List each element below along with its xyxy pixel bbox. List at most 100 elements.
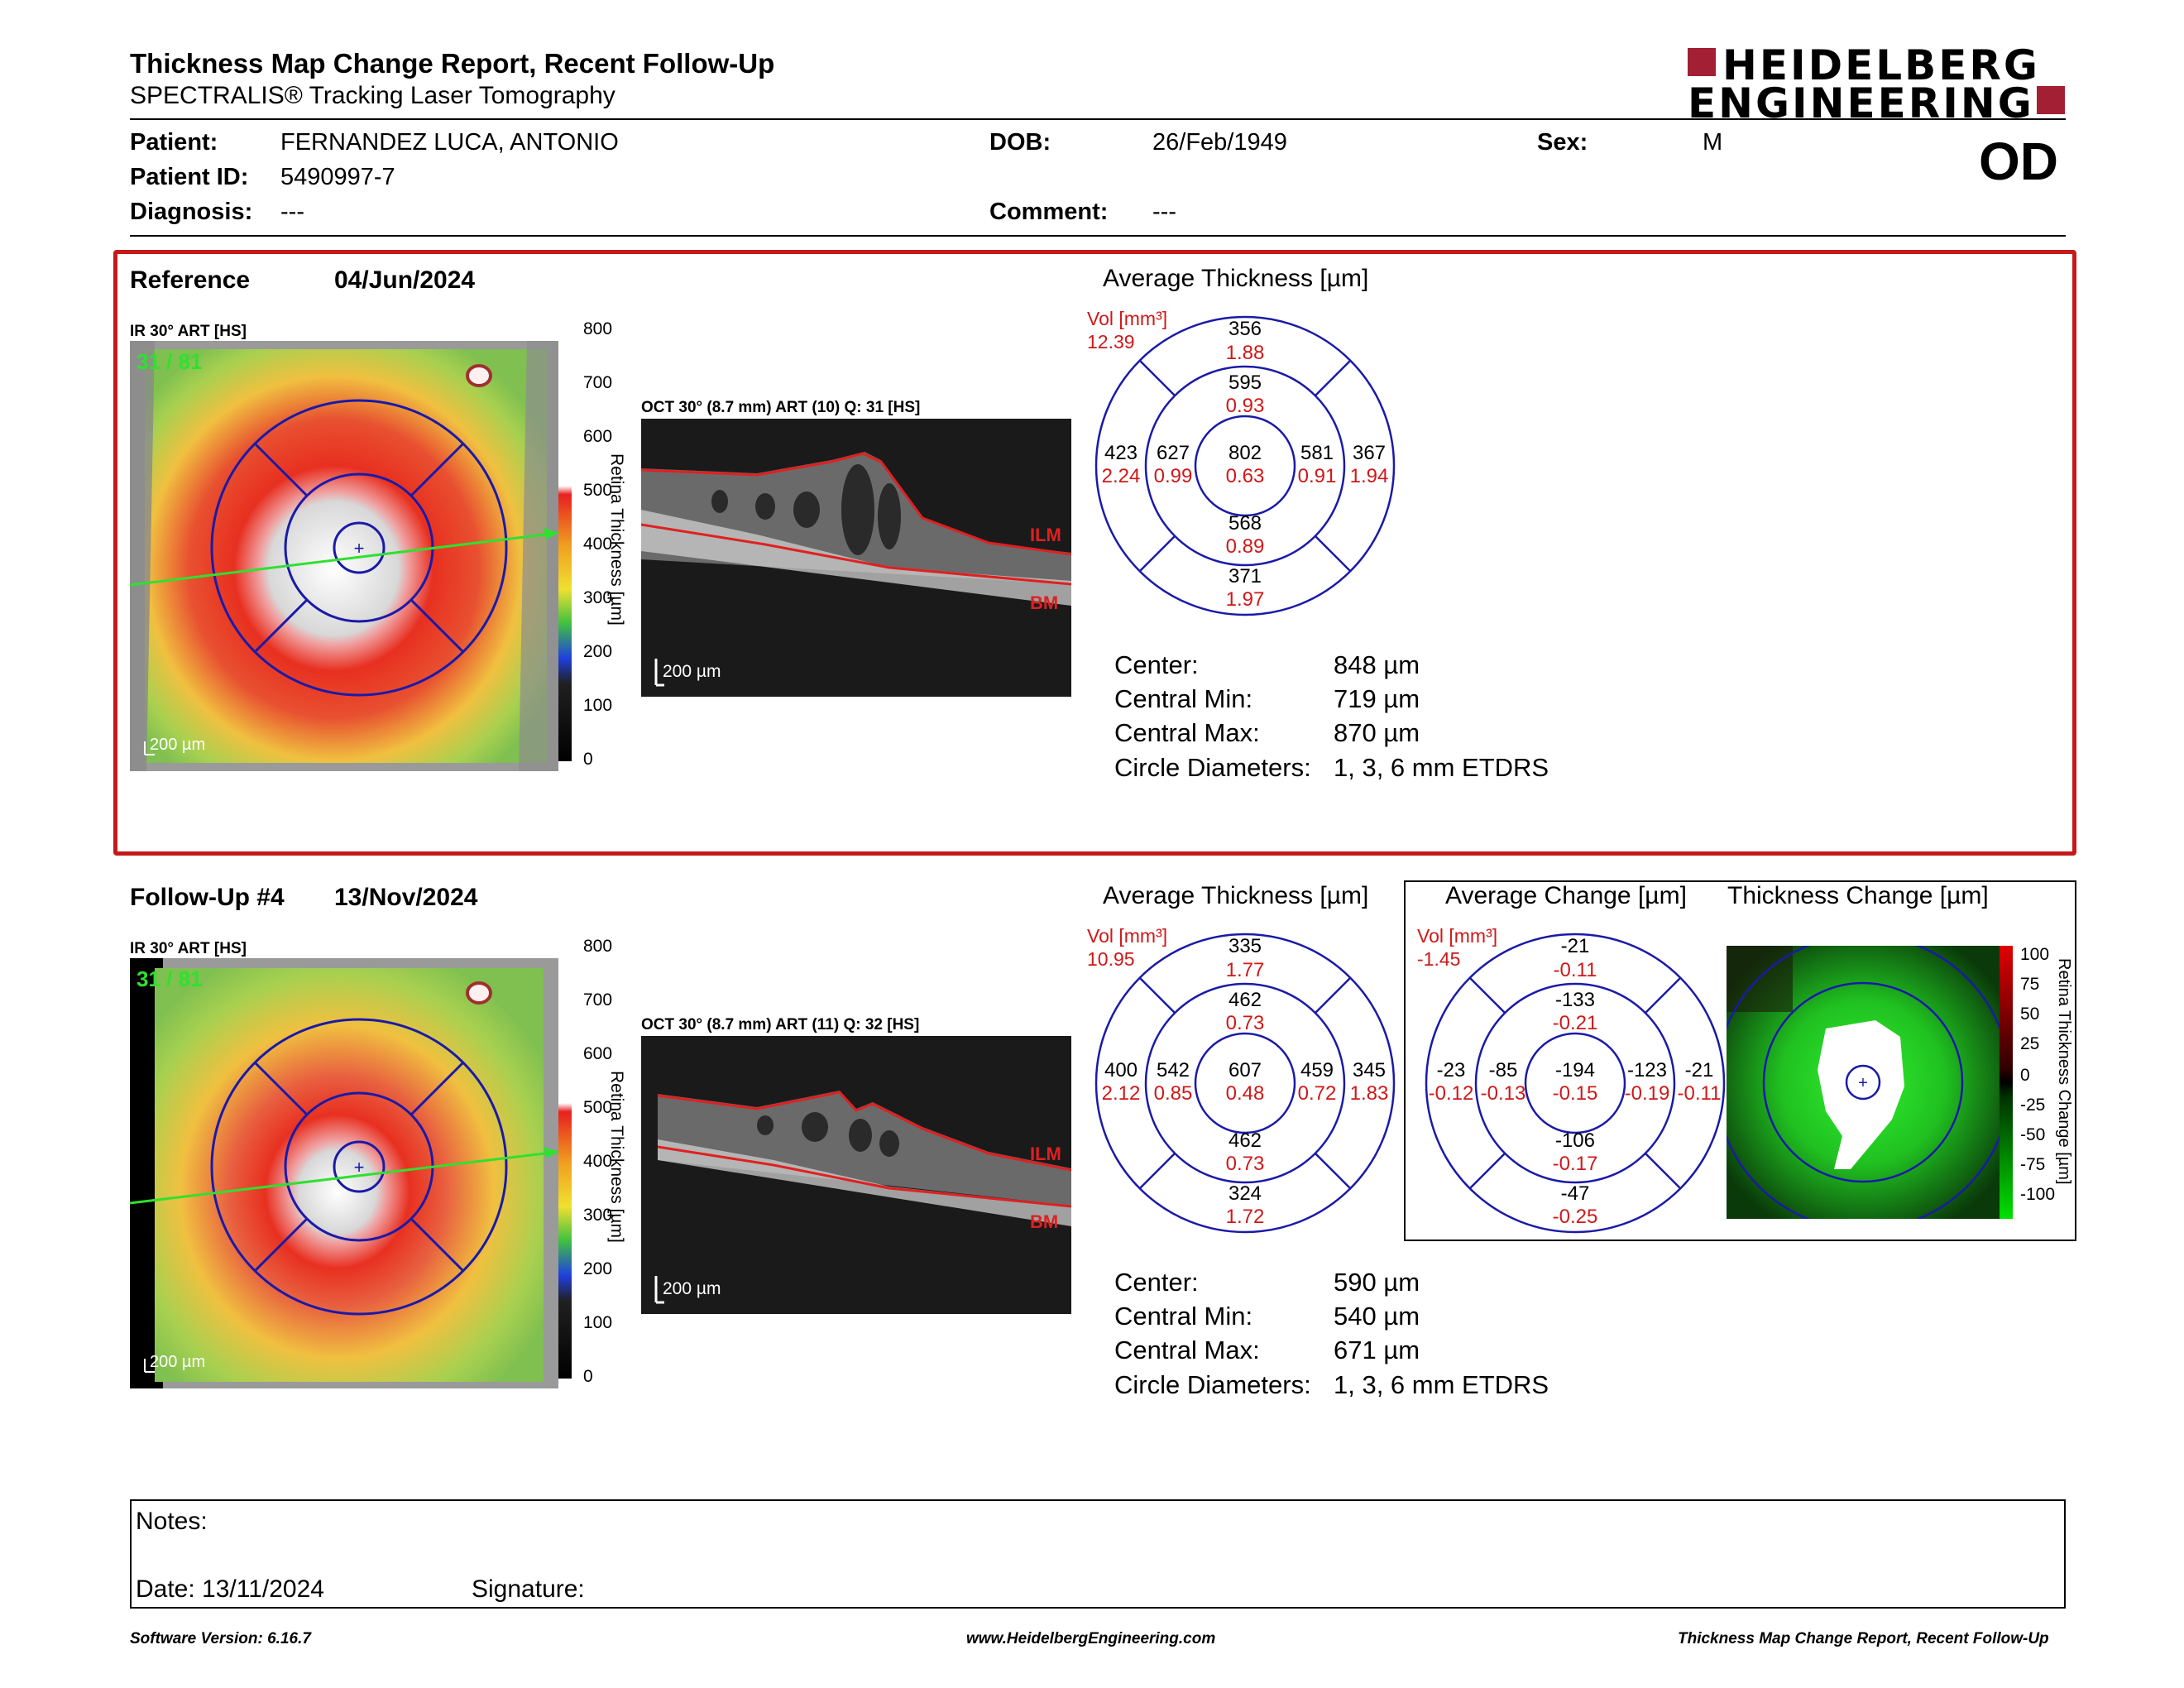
ref-left-outer-volume: 2.24	[1102, 465, 1141, 487]
chg-tick: -25	[2020, 1096, 2046, 1115]
patient-label: Patient:	[130, 129, 218, 156]
fu-stat-label: Central Min:	[1114, 1302, 1253, 1331]
fu-bottom-inner-thickness: 462	[1228, 1129, 1262, 1152]
ref-left-inner-thickness: 627	[1157, 442, 1190, 464]
ref-center-thickness: 802	[1228, 442, 1262, 464]
chg-right-inner-volume: -0.19	[1625, 1082, 1670, 1105]
sex-value: M	[1703, 129, 1723, 156]
chg-left-outer-volume: -0.12	[1429, 1082, 1474, 1105]
fu-bottom-inner-volume: 0.73	[1226, 1153, 1265, 1175]
fu-stat-label: Center:	[1114, 1268, 1199, 1297]
ref-tick: 100	[583, 696, 613, 715]
ref-bottom-outer-volume: 1.97	[1226, 588, 1265, 611]
ref-left-outer-thickness: 423	[1104, 442, 1138, 464]
header-divider	[130, 118, 2066, 120]
reference-ir-label: IR 30° ART [HS]	[130, 323, 247, 340]
fu-tick: 400	[583, 1152, 613, 1171]
chg-tick: 50	[2020, 1005, 2040, 1024]
fu-tick: 800	[583, 937, 613, 956]
ref-stat-value: 848 µm	[1334, 650, 1420, 679]
fu-tick: 100	[583, 1313, 613, 1332]
chg-right-outer-volume: -0.11	[1678, 1082, 1722, 1105]
fu-top-inner-volume: 0.73	[1226, 1012, 1265, 1034]
chg-bottom-outer-volume: -0.25	[1553, 1206, 1598, 1228]
fu-center-volume: 0.48	[1226, 1082, 1265, 1105]
chg-left-inner-thickness: -85	[1489, 1059, 1518, 1081]
ref-right-inner-thickness: 581	[1300, 442, 1334, 464]
report-title: Thickness Map Change Report, Recent Foll…	[130, 48, 775, 79]
ref-bottom-outer-thickness: 371	[1228, 565, 1262, 587]
chg-tick: 75	[2020, 975, 2040, 994]
reference-label: Reference	[130, 266, 251, 294]
chg-tick: 0	[2020, 1066, 2030, 1085]
reference-ilm-label: ILM	[1030, 525, 1061, 545]
ref-stat-label: Center:	[1114, 650, 1199, 679]
fu-left-outer-thickness: 400	[1104, 1059, 1138, 1081]
comment-value: ---	[1152, 199, 1176, 225]
ref-top-inner-thickness: 595	[1228, 372, 1262, 394]
notes-box	[130, 1499, 2066, 1609]
fu-right-outer-thickness: 345	[1353, 1059, 1386, 1081]
change-panel	[1404, 880, 2076, 1241]
followup-map-scale: 200 µm	[150, 1353, 205, 1371]
reference-thickness-map: + 31 / 81 200 µm	[130, 341, 558, 771]
diagnosis-value: ---	[280, 199, 304, 225]
reference-bm-label: BM	[1030, 592, 1058, 613]
chg-top-inner-thickness: -133	[1555, 989, 1595, 1011]
ref-tick: 800	[583, 319, 613, 338]
ref-top-inner-volume: 0.93	[1226, 395, 1265, 417]
fu-center-thickness: 607	[1228, 1059, 1262, 1081]
sex-label: Sex:	[1537, 129, 1588, 156]
footer-website-link[interactable]: www.HeidelbergEngineering.com	[966, 1630, 1216, 1647]
fu-stat-value: 590 µm	[1334, 1268, 1420, 1297]
followup-oct-scan: ILM BM 200 µm	[641, 1036, 1071, 1314]
svg-text:+: +	[354, 1157, 365, 1177]
ref-bottom-inner-volume: 0.89	[1226, 535, 1265, 558]
fu-scale-axis-label: Retina Thickness [µm]	[607, 1071, 626, 1243]
followup-thickness-map: + 31 / 81 200 µm	[130, 958, 558, 1388]
reference-map-scale: 200 µm	[150, 736, 205, 754]
followup-quality: 31 / 81	[136, 966, 203, 991]
ref-bottom-inner-thickness: 568	[1228, 512, 1262, 535]
reference-oct-label: OCT 30° (8.7 mm) ART (10) Q: 31 [HS]	[641, 399, 921, 416]
chg-tick: -75	[2020, 1155, 2046, 1174]
reference-avg-title: Average Thickness [µm]	[1103, 265, 1369, 292]
followup-vol-value: 10.95	[1087, 948, 1135, 970]
reference-etdrs-grid: 356 1.88 595 0.93 423 2.24 627 0.99 802 …	[1094, 315, 1396, 616]
fu-right-outer-volume: 1.83	[1350, 1082, 1389, 1105]
ref-tick: 700	[583, 373, 613, 392]
reference-vol-label: Vol [mm³]	[1087, 308, 1168, 329]
ref-stat-value: 1, 3, 6 mm ETDRS	[1334, 753, 1549, 782]
followup-date: 13/Nov/2024	[334, 884, 478, 911]
patient-value: FERNANDEZ LUCA, ANTONIO	[280, 129, 619, 156]
change-vol-label: Vol [mm³]	[1417, 925, 1498, 947]
signature-label: Signature:	[472, 1575, 585, 1603]
fu-tick: 0	[583, 1367, 593, 1386]
reference-vol-value: 12.39	[1087, 331, 1135, 352]
ref-tick: 400	[583, 535, 613, 554]
fu-top-inner-thickness: 462	[1228, 989, 1262, 1011]
followup-label: Follow-Up #4	[130, 884, 285, 911]
dob-value: 26/Feb/1949	[1152, 129, 1287, 156]
ref-scale-axis-label: Retina Thickness [µm]	[607, 453, 626, 626]
fu-top-outer-volume: 1.77	[1226, 959, 1265, 981]
fu-tick: 700	[583, 990, 613, 1009]
chg-left-outer-thickness: -23	[1437, 1059, 1466, 1081]
chg-center-thickness: -194	[1555, 1059, 1595, 1081]
followup-vol-label: Vol [mm³]	[1087, 925, 1168, 947]
reference-date: 04/Jun/2024	[334, 266, 476, 294]
ref-left-inner-volume: 0.99	[1154, 465, 1193, 487]
chg-bottom-inner-volume: -0.17	[1553, 1153, 1598, 1175]
ref-stat-label: Central Max:	[1114, 718, 1260, 747]
notes-date: Date: 13/11/2024	[136, 1575, 324, 1603]
fu-left-outer-volume: 2.12	[1102, 1082, 1141, 1105]
ref-top-outer-volume: 1.88	[1226, 342, 1265, 364]
followup-avg-title: Average Thickness [µm]	[1103, 882, 1369, 909]
followup-oct-label: OCT 30° (8.7 mm) ART (11) Q: 32 [HS]	[641, 1016, 920, 1033]
change-vol-value: -1.45	[1417, 948, 1461, 970]
ref-tick: 500	[583, 481, 613, 500]
ref-tick: 200	[583, 642, 613, 661]
diagnosis-label: Diagnosis:	[130, 199, 253, 225]
chg-bottom-inner-thickness: -106	[1555, 1129, 1595, 1152]
footer-software-version: Software Version: 6.16.7	[130, 1630, 311, 1647]
